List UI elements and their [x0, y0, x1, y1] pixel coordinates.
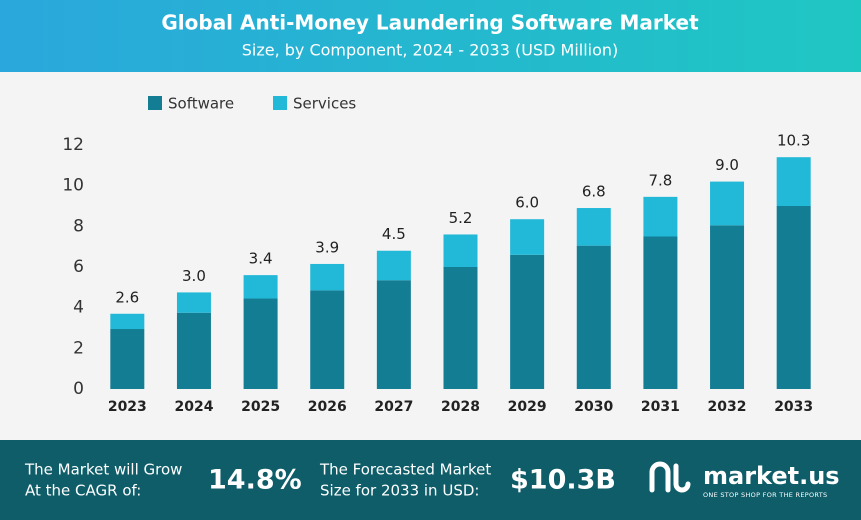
bar-segment — [576, 245, 611, 389]
legend-label: Software — [168, 95, 234, 113]
x-tick-label: 2030 — [574, 399, 613, 415]
bar-label: 7.8 — [648, 171, 672, 189]
bar-segment — [310, 290, 345, 389]
tagline: ONE STOP SHOP FOR THE REPORTS — [703, 491, 827, 499]
y-tick-label: 10 — [62, 176, 84, 196]
bar-label: 3.9 — [315, 238, 339, 256]
x-tick-label: 2025 — [241, 399, 280, 415]
x-tick-label: 2029 — [508, 399, 547, 415]
cagr-text: At the CAGR of: — [25, 482, 141, 500]
bar-segment — [243, 275, 278, 299]
bar-segment — [310, 263, 345, 291]
bar-segment — [510, 254, 545, 389]
bar-segment — [243, 298, 278, 389]
forecast-text: Size for 2033 in USD: — [320, 482, 479, 500]
x-tick-label: 2032 — [708, 399, 747, 415]
bar-label: 3.4 — [249, 250, 273, 268]
bar-label: 6.0 — [515, 194, 539, 212]
x-tick-label: 2024 — [174, 399, 213, 415]
y-tick-label: 2 — [73, 338, 84, 358]
legend-label: Services — [293, 95, 356, 113]
bar-label: 5.2 — [449, 209, 473, 227]
x-tick-label: 2023 — [108, 399, 147, 415]
forecast-text: The Forecasted Market — [319, 461, 491, 479]
brand: market.us — [703, 462, 840, 490]
x-tick-label: 2031 — [641, 399, 680, 415]
bar-label: 6.8 — [582, 183, 606, 201]
bar-label: 9.0 — [715, 156, 739, 174]
y-tick-label: 4 — [73, 298, 84, 318]
header — [0, 0, 861, 72]
bar-segment — [710, 181, 745, 226]
bar-label: 2.6 — [115, 288, 139, 306]
bar-segment — [176, 312, 211, 389]
bar-segment — [443, 234, 478, 267]
bar-label: 3.0 — [182, 267, 206, 285]
bar-segment — [376, 250, 411, 281]
bar-segment — [776, 157, 811, 206]
x-tick-label: 2027 — [374, 399, 413, 415]
y-tick-label: 8 — [73, 216, 84, 236]
bar-segment — [376, 280, 411, 389]
chart-title: Global Anti-Money Laundering Software Ma… — [161, 11, 699, 35]
x-tick-label: 2033 — [774, 399, 813, 415]
bar-label: 10.3 — [777, 132, 810, 150]
bar-segment — [710, 225, 745, 389]
logo-icon — [649, 461, 691, 493]
x-tick-label: 2026 — [308, 399, 347, 415]
bar-label: 4.5 — [382, 225, 406, 243]
chart-subtitle: Size, by Component, 2024 - 2033 (USD Mil… — [242, 41, 619, 60]
legend-swatch — [148, 96, 162, 110]
bar-segment — [510, 219, 545, 255]
legend-swatch — [273, 96, 287, 110]
bar-segment — [576, 208, 611, 246]
bar-segment — [643, 236, 678, 389]
bar-segment — [776, 206, 811, 389]
bar-segment — [176, 292, 211, 313]
bar-segment — [110, 329, 145, 389]
bar-segment — [643, 196, 678, 237]
cagr-value: 14.8% — [208, 465, 302, 496]
bar-segment — [443, 267, 478, 389]
x-tick-label: 2028 — [441, 399, 480, 415]
y-tick-label: 12 — [62, 135, 84, 155]
forecast-value: $10.3B — [510, 465, 616, 496]
cagr-text: The Market will Grow — [24, 461, 182, 479]
y-tick-label: 6 — [73, 257, 84, 277]
footer — [0, 440, 861, 520]
y-tick-label: 0 — [73, 379, 84, 399]
bar-segment — [110, 313, 145, 330]
